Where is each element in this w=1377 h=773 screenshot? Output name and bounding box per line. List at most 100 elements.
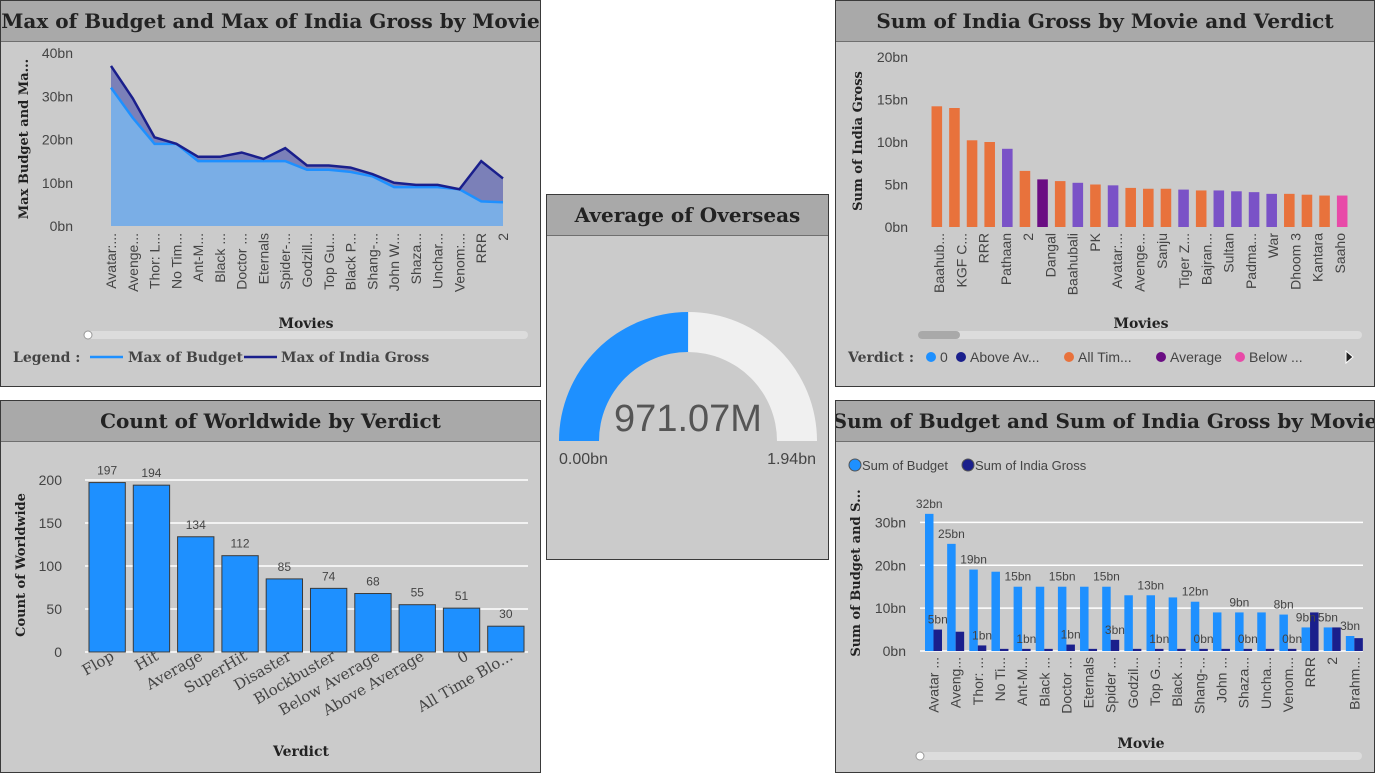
bar[interactable] [309, 587, 348, 653]
bar[interactable] [1301, 194, 1313, 227]
bar-budget[interactable] [1124, 595, 1133, 651]
bar-budget[interactable] [1190, 601, 1200, 651]
panel-max-budget-gross[interactable]: Max of Budget and Max of India Gross by … [0, 0, 541, 387]
bar[interactable] [984, 142, 995, 227]
scrollbar-track[interactable] [918, 331, 1362, 339]
bar-india-gross[interactable] [1243, 648, 1253, 651]
bar-india-gross[interactable] [977, 645, 987, 651]
bar-india-gross[interactable] [1177, 648, 1186, 651]
bar-budget[interactable] [1235, 612, 1244, 651]
bar[interactable] [949, 108, 960, 227]
bar[interactable] [1019, 170, 1031, 227]
bar-budget[interactable] [1146, 595, 1156, 651]
bar[interactable] [1160, 188, 1172, 227]
bar-india-gross[interactable] [1310, 612, 1319, 651]
bar-india-gross[interactable] [1332, 627, 1341, 651]
bar[interactable] [398, 604, 436, 653]
scrollbar-thumb[interactable] [918, 331, 960, 339]
legend-item-budget[interactable]: Sum of Budget [862, 458, 948, 473]
bar-budget[interactable] [1102, 586, 1111, 651]
bar-india-gross[interactable] [1287, 648, 1297, 651]
bar[interactable] [1090, 184, 1101, 228]
bar[interactable] [221, 555, 259, 653]
legend-item[interactable]: 0 [940, 349, 948, 365]
bar-budget[interactable] [1323, 627, 1333, 651]
bar-budget[interactable] [1035, 586, 1045, 651]
scrollbar-track[interactable] [916, 752, 1362, 760]
bar-india-gross[interactable] [999, 648, 1009, 651]
bar-budget[interactable] [1013, 586, 1023, 651]
legend-item-india-gross[interactable]: Max of India Gross [281, 350, 429, 366]
bar-budget[interactable] [1080, 586, 1089, 651]
x-tick-label: Thor: ... [970, 657, 986, 705]
bar[interactable] [1248, 192, 1260, 227]
bar-budget[interactable] [969, 569, 978, 651]
bar[interactable] [1125, 187, 1136, 227]
panel-average-overseas[interactable]: Average of Overseas 971.07M 0.00bn 1.94bn [546, 194, 829, 560]
bar-india-gross[interactable] [1044, 648, 1053, 651]
x-tick-label: Dangal [1042, 233, 1058, 277]
bar[interactable] [1054, 181, 1066, 227]
bar[interactable] [1178, 189, 1189, 227]
bar-india-gross[interactable] [1066, 644, 1075, 651]
panel-title: Average of Overseas [547, 195, 828, 236]
legend-title: Legend : [13, 350, 80, 366]
bar-budget[interactable] [1301, 627, 1311, 651]
bar[interactable] [1002, 148, 1013, 227]
panel-india-gross-verdict[interactable]: Sum of India Gross by Movie and Verdict … [835, 0, 1375, 387]
bar[interactable] [1284, 193, 1295, 227]
bar-india-gross[interactable] [1132, 648, 1142, 651]
bar[interactable] [1336, 195, 1348, 227]
legend-item-budget[interactable]: Max of Budget [128, 350, 244, 366]
legend-item[interactable]: All Tim... [1078, 349, 1132, 365]
bar-india-gross[interactable] [1265, 648, 1275, 651]
panel-count-worldwide[interactable]: Count of Worldwide by Verdict 0 50 100 150 2… [0, 400, 541, 773]
legend-next-icon[interactable] [1345, 349, 1354, 365]
bar[interactable] [1037, 179, 1048, 227]
bar[interactable] [1266, 193, 1277, 227]
bar[interactable] [354, 593, 392, 653]
bar[interactable] [1195, 190, 1207, 227]
bar-india-gross[interactable] [1199, 648, 1208, 651]
bar[interactable] [265, 578, 304, 653]
bar[interactable] [177, 536, 215, 653]
bar-budget[interactable] [1057, 586, 1067, 651]
bar[interactable] [931, 106, 943, 227]
bar[interactable] [132, 484, 171, 653]
bar[interactable] [1319, 195, 1330, 227]
bar-india-gross[interactable] [1022, 648, 1031, 651]
legend-item[interactable]: Average [1170, 349, 1222, 365]
bar-budget[interactable] [1345, 636, 1355, 651]
bar-india-gross[interactable] [1155, 648, 1164, 651]
bar-india-gross[interactable] [955, 631, 965, 651]
scrollbar-track[interactable] [85, 331, 528, 339]
bar-budget[interactable] [925, 513, 934, 651]
legend-item-india-gross[interactable]: Sum of India Gross [975, 458, 1087, 473]
panel-sum-budget-gross[interactable]: Sum of Budget and Sum of India Gross by … [835, 400, 1375, 773]
bar-budget[interactable] [1212, 612, 1222, 651]
bar[interactable] [442, 607, 481, 653]
bar[interactable] [966, 140, 978, 227]
bar[interactable] [88, 482, 126, 653]
bar-budget[interactable] [1279, 614, 1288, 651]
bar-india-gross[interactable] [1110, 639, 1120, 651]
bar[interactable] [487, 625, 525, 653]
bar-india-gross[interactable] [1221, 648, 1230, 651]
scrollbar-thumb[interactable] [915, 751, 925, 761]
bar-budget[interactable] [1168, 597, 1178, 651]
bar[interactable] [1107, 185, 1119, 227]
legend-item[interactable]: Below ... [1249, 349, 1303, 365]
bar[interactable] [1143, 188, 1154, 227]
bar-india-gross[interactable] [933, 629, 943, 651]
bar-budget[interactable] [991, 571, 1000, 651]
bar-budget[interactable] [947, 543, 956, 651]
bar-india-gross[interactable] [1354, 638, 1363, 651]
bar[interactable] [1213, 190, 1225, 227]
scrollbar-thumb[interactable] [83, 330, 93, 340]
bar-india-gross[interactable] [1088, 648, 1098, 651]
bar[interactable] [1072, 182, 1084, 227]
bar-budget[interactable] [1257, 612, 1266, 651]
legend-item[interactable]: Above Av... [970, 349, 1040, 365]
bar[interactable] [1231, 191, 1242, 227]
data-label-budget: 25bn [938, 527, 965, 541]
